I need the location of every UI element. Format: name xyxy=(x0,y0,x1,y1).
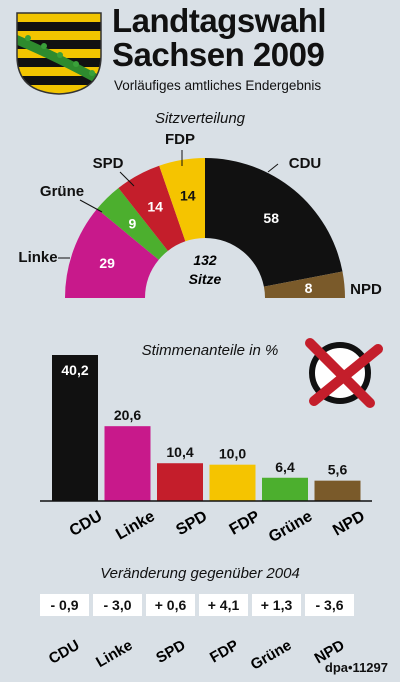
vote-value-spd: 10,4 xyxy=(166,444,193,460)
seat-leader-line-spd xyxy=(119,171,135,187)
change-cell-npd xyxy=(305,594,354,616)
vote-value-gruene: 6,4 xyxy=(275,459,295,475)
seat-party-label-npd: NPD xyxy=(350,281,382,298)
seat-value-fdp: 14 xyxy=(180,187,196,203)
seat-slice-cdu xyxy=(205,158,343,287)
seat-party-label-fdp: FDP xyxy=(165,131,195,148)
seat-slice-fdp xyxy=(159,158,205,242)
change-category-gruene: Grüne xyxy=(248,637,295,674)
page-title: Landtagswahl Sachsen 2009 xyxy=(112,2,327,73)
change-category-cdu: CDU xyxy=(46,637,83,668)
seat-slice-spd xyxy=(118,165,186,251)
vote-value-cdu: 40,2 xyxy=(61,362,88,378)
coat-of-arms-icon xyxy=(16,12,102,95)
change-value-gruene: + 1,3 xyxy=(261,597,293,613)
change-value-linke: - 3,0 xyxy=(103,597,131,613)
seat-party-label-cdu: CDU xyxy=(289,155,322,172)
change-cell-linke xyxy=(93,594,142,616)
vote-chart-title: Stimmenanteile in % xyxy=(141,342,279,359)
change-value-fdp: + 4,1 xyxy=(208,597,240,613)
seat-distribution-chart: 29 9 14 14 58 8 Linke Grüne SPD FDP CDU NPD 132 Sit… xyxy=(18,131,382,298)
change-value-cdu: - 0,9 xyxy=(50,597,78,613)
ballot-cross-icon xyxy=(305,338,383,408)
seat-total-value: 132 xyxy=(193,252,217,268)
change-category-spd: SPD xyxy=(153,637,188,667)
change-cell-gruene xyxy=(252,594,301,616)
seat-leader-line-cdu xyxy=(267,163,279,173)
seat-slice-linke xyxy=(65,208,159,298)
seat-total-label: Sitze xyxy=(189,271,222,287)
seat-value-cdu: 58 xyxy=(263,210,279,226)
vote-value-fdp: 10,0 xyxy=(219,446,246,462)
vote-bar-cdu xyxy=(52,355,98,501)
seat-value-npd: 8 xyxy=(305,280,313,296)
seat-party-label-linke: Linke xyxy=(18,249,57,266)
vote-bar-linke xyxy=(104,426,151,501)
credit-label: dpa•11297 xyxy=(324,660,388,675)
seat-value-linke: 29 xyxy=(99,255,115,271)
change-cell-fdp xyxy=(199,594,248,616)
vote-bar-npd xyxy=(314,480,361,501)
seat-chart-title: Sitzverteilung xyxy=(154,110,246,127)
seat-value-spd: 14 xyxy=(147,199,163,215)
change-value-spd: + 0,6 xyxy=(155,597,187,613)
vote-share-chart: 40,220,610,4 10,06,4 5,6 CDU Linke SPD FDP Grü… xyxy=(40,355,372,546)
change-category-linke: Linke xyxy=(93,637,135,671)
vote-bar-spd xyxy=(157,463,203,501)
title-line-2: Sachsen 2009 xyxy=(112,36,325,73)
vote-value-linke: 20,6 xyxy=(114,407,141,423)
seat-leader-line-gruene xyxy=(79,199,103,213)
seat-party-label-gruene: Grüne xyxy=(40,183,84,200)
change-category-fdp: FDP xyxy=(207,637,241,667)
vote-bar-fdp xyxy=(209,464,256,501)
change-value-npd: - 3,6 xyxy=(315,597,343,613)
vote-value-npd: 5,6 xyxy=(328,462,348,478)
seat-value-gruene: 9 xyxy=(128,216,136,232)
subtitle: Vorläufiges amtliches Endergebnis xyxy=(114,78,322,93)
seat-slice-gruene xyxy=(97,187,168,260)
seat-party-label-spd: SPD xyxy=(93,155,124,172)
title-line-1: Landtagswahl xyxy=(112,2,327,39)
change-cell-cdu xyxy=(40,594,89,616)
seat-slice-npd xyxy=(263,271,345,298)
change-cell-spd xyxy=(146,594,195,616)
vote-bar-gruene xyxy=(262,477,308,501)
change-table-title: Veränderung gegenüber 2004 xyxy=(100,565,300,582)
